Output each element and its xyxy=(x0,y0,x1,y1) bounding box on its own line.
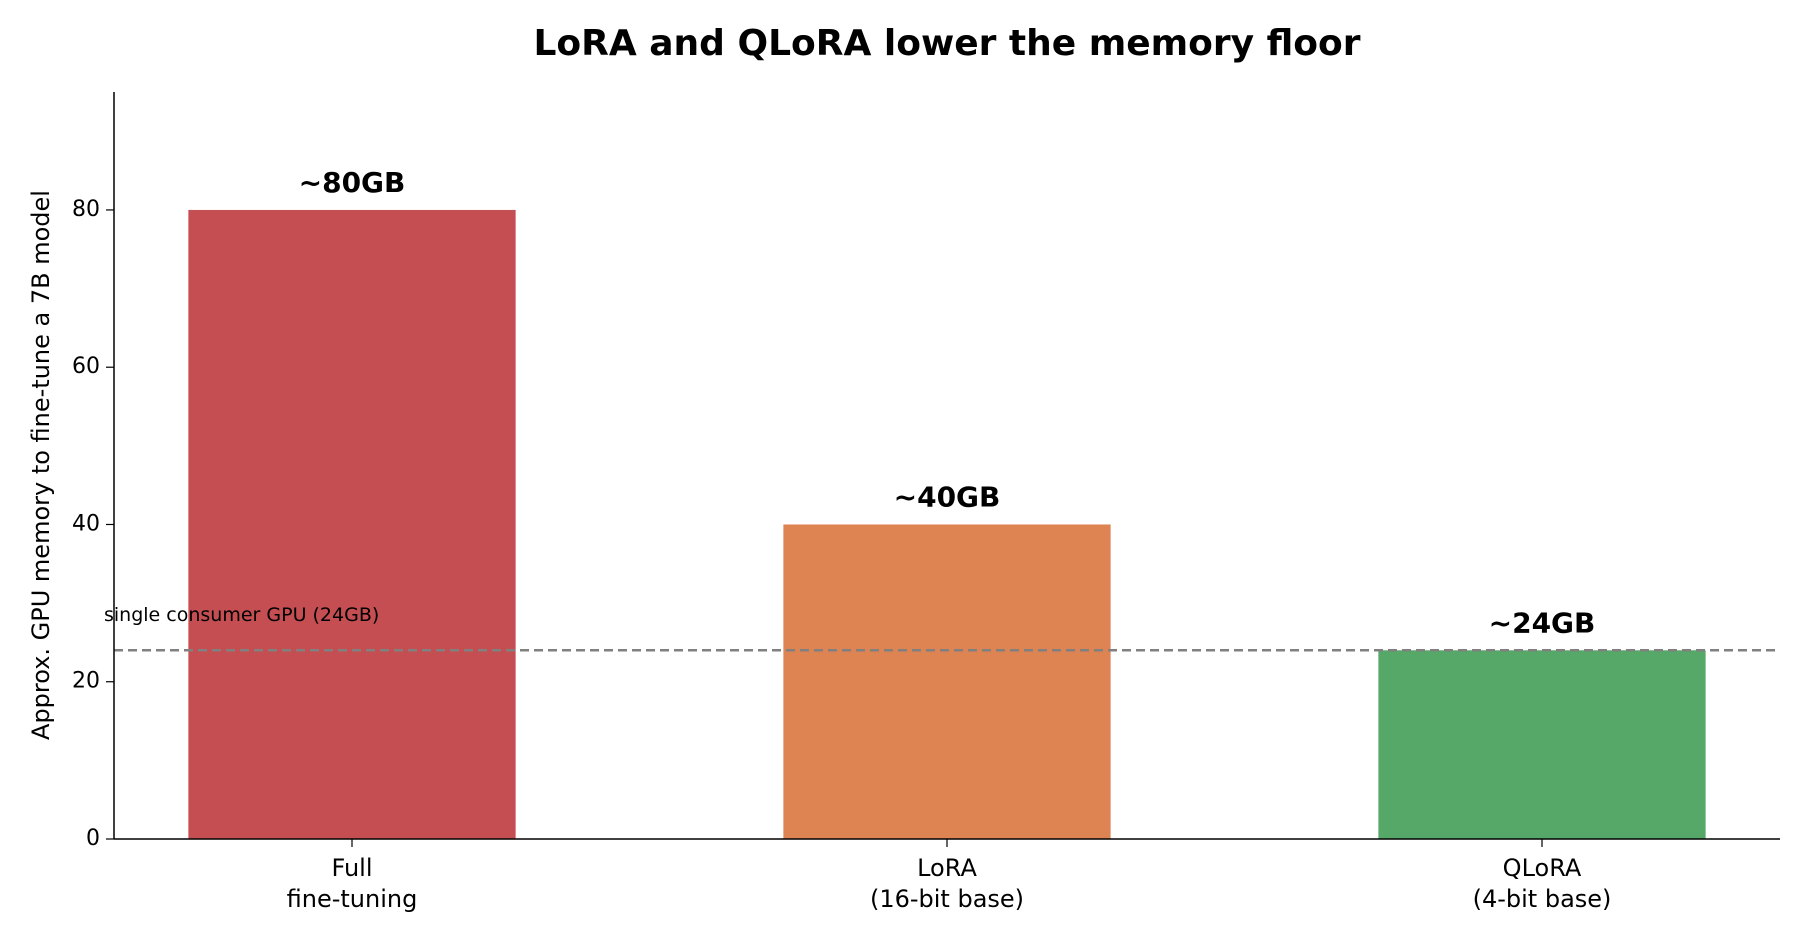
value-label: ~40GB xyxy=(894,480,1001,513)
x-tick-label: Full fine-tuning xyxy=(287,854,418,913)
value-label: ~24GB xyxy=(1489,606,1596,639)
bar xyxy=(1378,650,1706,839)
value-label: ~80GB xyxy=(299,166,406,199)
reference-label: single consumer GPU (24GB) xyxy=(104,604,379,626)
y-tick-label: 40 xyxy=(72,511,100,536)
bar xyxy=(783,524,1111,839)
chart-title: LoRA and QLoRA lower the memory floor xyxy=(533,23,1360,64)
y-axis-label: Approx. GPU memory to fine-tune a 7B mod… xyxy=(27,190,55,740)
y-tick-label: 20 xyxy=(72,669,100,694)
y-tick-label: 80 xyxy=(72,197,100,222)
x-tick-label: LoRA (16-bit base) xyxy=(870,854,1024,913)
y-tick-label: 0 xyxy=(86,826,100,851)
bar xyxy=(188,209,516,839)
x-tick-label: QLoRA (4-bit base) xyxy=(1473,854,1612,913)
y-tick-label: 60 xyxy=(72,354,100,379)
